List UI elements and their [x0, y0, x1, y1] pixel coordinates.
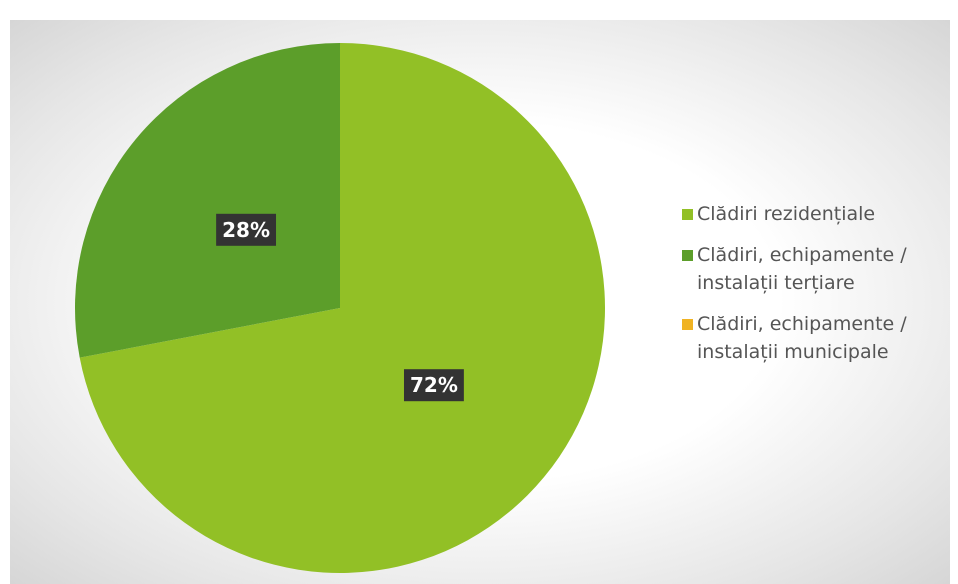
legend-label: Clădiri rezidențiale: [697, 203, 876, 225]
pie-slice: [79, 43, 606, 573]
legend-item: Clădiri, echipamente / instalații munici…: [682, 310, 952, 366]
value-label-box: [216, 213, 277, 246]
legend-label: Clădiri, echipamente / instalații munici…: [697, 313, 907, 363]
value-label-box: [403, 369, 464, 402]
legend-item: Clădiri, echipamente / instalații terția…: [682, 241, 952, 297]
legend-label: Clădiri, echipamente / instalații terția…: [697, 244, 907, 294]
value-label-text: 28%: [222, 218, 270, 242]
pie-slice: [74, 43, 340, 358]
legend-item: Clădiri rezidențiale: [682, 200, 952, 228]
legend-swatch: [682, 209, 693, 220]
legend-swatch: [682, 319, 693, 330]
value-label: 72%: [403, 369, 464, 402]
legend: Clădiri rezidențiale Clădiri, echipamente…: [682, 200, 952, 379]
value-label-text: 72%: [410, 373, 458, 397]
legend-swatch: [682, 250, 693, 261]
value-label: 28%: [216, 213, 277, 246]
